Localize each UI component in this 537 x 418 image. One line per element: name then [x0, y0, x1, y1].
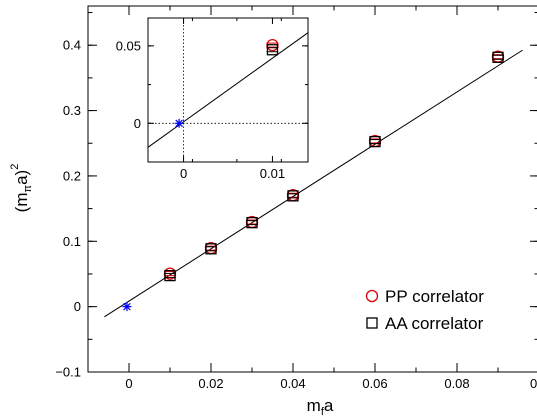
main-x-tick-label: 0.02 — [198, 376, 223, 391]
main-data-layer — [104, 49, 523, 318]
main-aa-correlator-point — [369, 135, 381, 148]
inset-y-tick-label: 0.05 — [116, 38, 141, 53]
inset-plot: 0 0.01 0 0.05 — [116, 17, 309, 181]
main-x-tick-label: 0.08 — [444, 376, 469, 391]
inset-fit-line — [148, 32, 308, 148]
inset-x-tick-label: 0 — [180, 166, 187, 181]
main-x-tick-label: 0.04 — [280, 376, 305, 391]
inset-aa-correlator-point — [266, 44, 279, 56]
main-y-tick-label: 0.4 — [63, 38, 81, 53]
main-y-tick-label: 0 — [74, 299, 81, 314]
inset-x-tick-label: 0.01 — [260, 166, 285, 181]
inset-chiral-limit-point — [174, 118, 184, 128]
inset-data-layer — [148, 32, 308, 148]
main-aa-correlator-point — [287, 190, 299, 202]
main-y-tick-label: 0.2 — [63, 168, 81, 183]
legend: PP correlator AA correlator — [365, 287, 484, 333]
main-y-tick-label: −0.1 — [55, 365, 81, 380]
main-chiral-limit-point — [122, 302, 132, 312]
y-axis-title-subscript: π — [22, 185, 34, 193]
main-x-tick-label: 0.06 — [362, 376, 387, 391]
main-aa-correlator-point — [205, 243, 217, 255]
legend-pp-marker — [365, 289, 379, 303]
main-aa-correlator-point — [246, 217, 258, 229]
y-axis-title-superscript: 2 — [9, 164, 21, 170]
legend-aa-marker — [366, 317, 378, 329]
main-aa-correlator-point — [164, 269, 176, 282]
x-axis-title-subscript: f — [321, 406, 325, 418]
legend-aa-label: AA correlator — [385, 314, 484, 333]
y-axis-title: (mπa)2 — [9, 164, 34, 213]
legend-pp-label: PP correlator — [385, 287, 484, 306]
main-aa-correlator-point — [492, 51, 504, 63]
main-x-tick-label: 0 — [125, 376, 132, 391]
inset-y-tick-label: 0 — [134, 116, 141, 131]
main-y-tick-label: 0.1 — [63, 234, 81, 249]
main-y-tick-label: 0.3 — [63, 103, 81, 118]
x-axis-title: mfa — [307, 396, 334, 418]
main-fit-line — [104, 49, 523, 318]
main-x-tick-label: 0.1 — [530, 376, 537, 391]
